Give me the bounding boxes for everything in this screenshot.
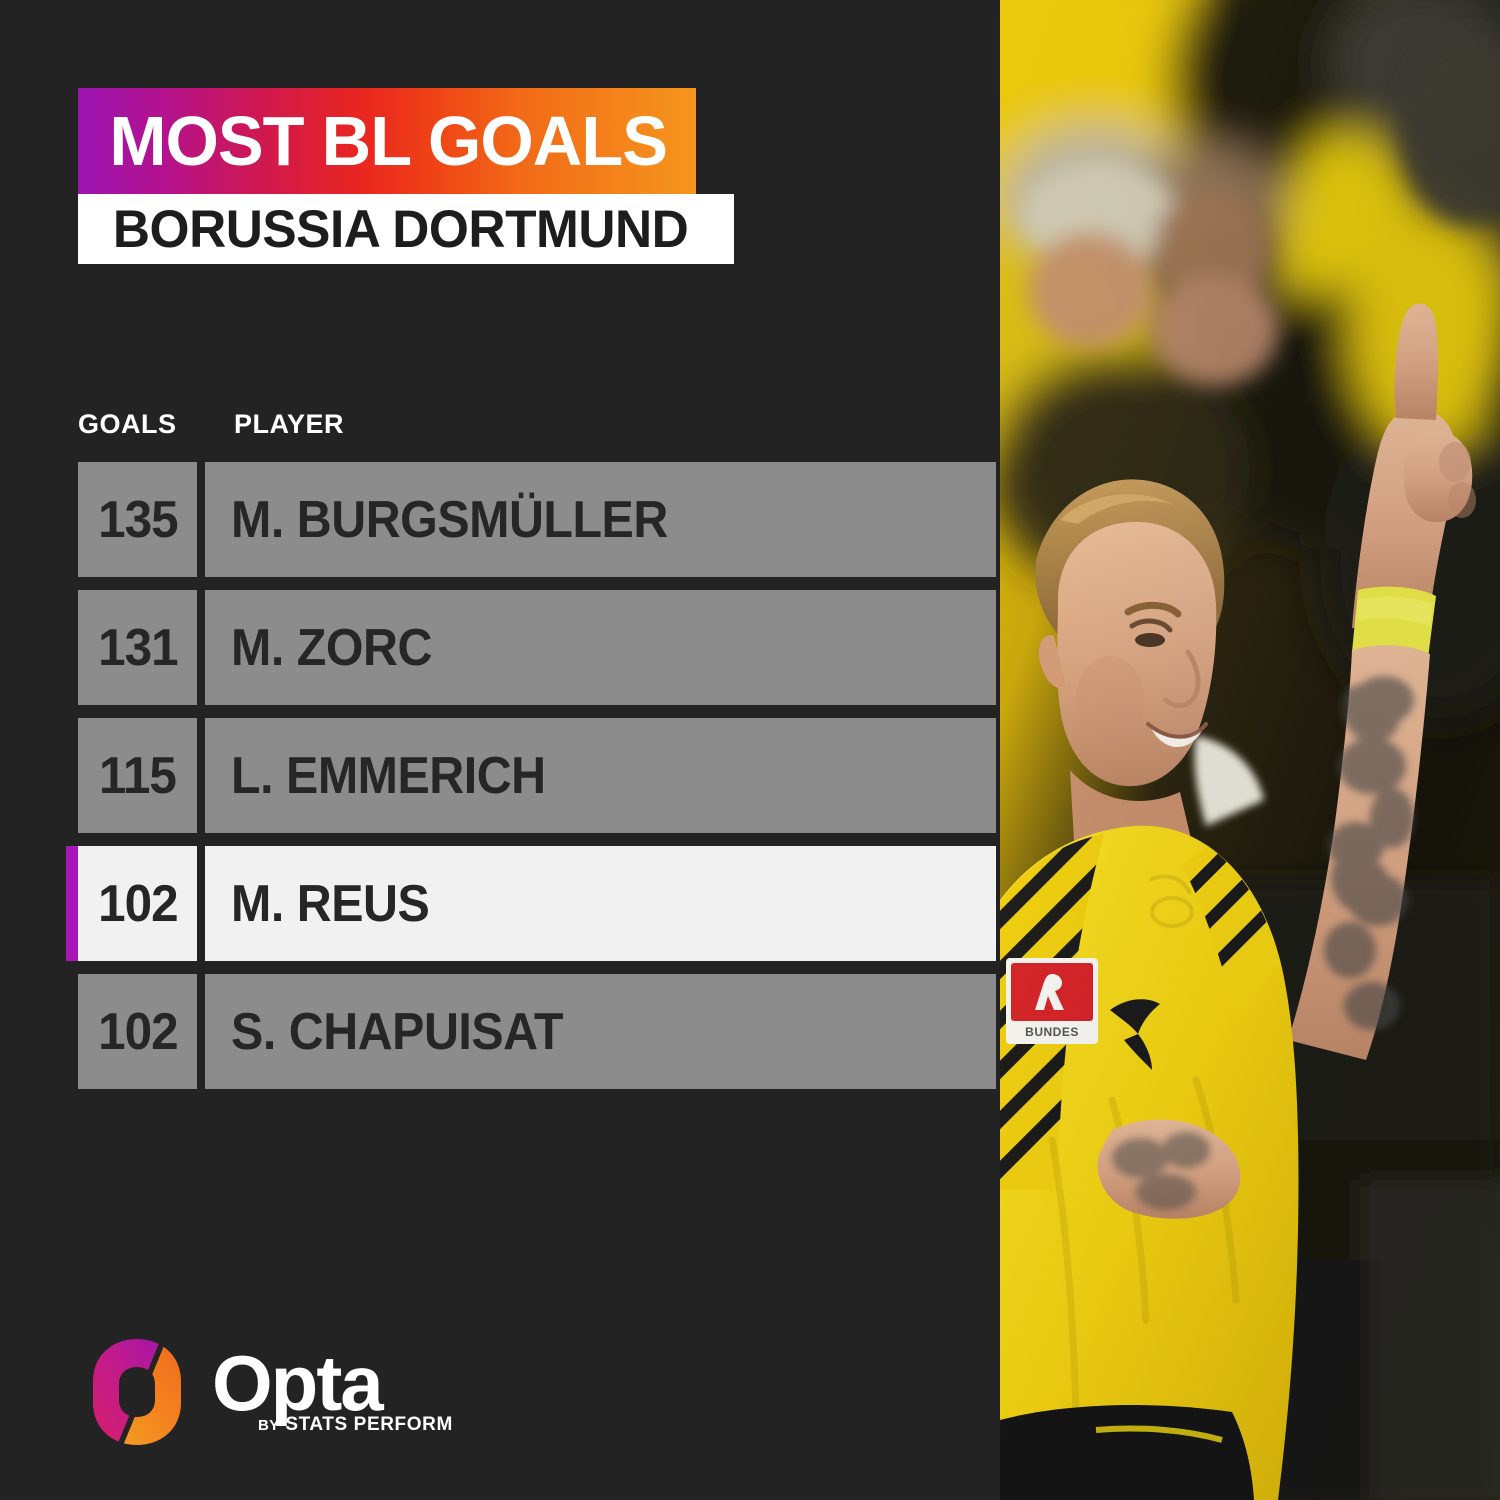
leaderboard-table: 135 M. BURGSMÜLLER 131 M. ZORC 115 (66, 462, 996, 1102)
cell-divider (197, 974, 205, 1089)
column-header-goals: GOALS (78, 409, 177, 439)
goals-value: 115 (99, 746, 177, 805)
player-photo: BUNDES (1000, 0, 1500, 1500)
player-name: M. BURGSMÜLLER (231, 490, 668, 549)
page-title: MOST BL GOALS (109, 102, 668, 180)
page-subtitle: BORUSSIA DORTMUND (112, 199, 689, 259)
column-headers: GOALS PLAYER (78, 411, 778, 445)
cell-player: M. BURGSMÜLLER (205, 462, 996, 577)
subtitle-banner: BORUSSIA DORTMUND (78, 194, 734, 264)
cell-divider (197, 590, 205, 705)
player-name: M. ZORC (231, 618, 432, 677)
cell-divider (197, 846, 205, 961)
row-accent-bar (66, 462, 78, 577)
cell-player: M. REUS (205, 846, 996, 961)
player-name: L. EMMERICH (231, 746, 546, 805)
row-accent-bar (66, 846, 78, 961)
opta-tagline-by: BY (258, 1417, 280, 1434)
opta-logo: Opta BY STATS PERFORM (88, 1336, 452, 1448)
table-row-highlighted: 102 M. REUS (66, 846, 996, 961)
opta-wordmark-group: Opta BY STATS PERFORM (212, 1336, 452, 1448)
table-row: 135 M. BURGSMÜLLER (66, 462, 996, 577)
player-name: M. REUS (231, 874, 430, 933)
cell-player: S. CHAPUISAT (205, 974, 996, 1089)
cell-player: L. EMMERICH (205, 718, 996, 833)
row-accent-bar (66, 974, 78, 1089)
opta-tagline-brand: STATS PERFORM (285, 1414, 453, 1435)
cell-player: M. ZORC (205, 590, 996, 705)
cell-goals: 102 (78, 846, 197, 961)
table-row: 131 M. ZORC (66, 590, 996, 705)
cell-goals: 102 (78, 974, 197, 1089)
goals-value: 131 (97, 618, 179, 677)
cell-divider (197, 462, 205, 577)
cell-goals: 135 (78, 462, 197, 577)
cell-goals: 115 (78, 718, 197, 833)
opta-tagline: BY STATS PERFORM (258, 1414, 453, 1436)
goals-value: 102 (97, 874, 179, 933)
cell-goals: 131 (78, 590, 197, 705)
table-row: 102 S. CHAPUISAT (66, 974, 996, 1089)
opta-o-mark (88, 1336, 186, 1448)
player-name: S. CHAPUISAT (231, 1002, 564, 1061)
row-accent-bar (66, 718, 78, 833)
table-row: 115 L. EMMERICH (66, 718, 996, 833)
row-accent-bar (66, 590, 78, 705)
goals-value: 135 (97, 490, 179, 549)
opta-wordmark: Opta (212, 1339, 384, 1427)
cell-divider (197, 718, 205, 833)
goals-value: 102 (97, 1002, 179, 1061)
title-banner: MOST BL GOALS (78, 88, 696, 194)
column-header-player: PLAYER (234, 409, 345, 439)
